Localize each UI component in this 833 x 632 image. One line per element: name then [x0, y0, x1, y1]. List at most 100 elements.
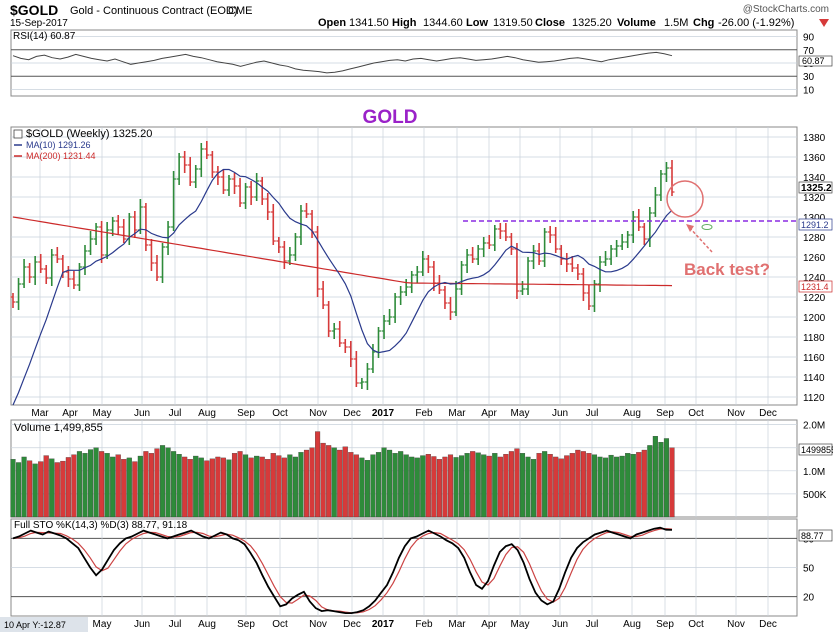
- ma10-current-value: 1291.2: [801, 220, 829, 230]
- volume-bar: [597, 456, 603, 518]
- volume-bar: [82, 453, 88, 518]
- volume-bar: [591, 454, 598, 518]
- volume-bar: [204, 460, 210, 518]
- symbol: $GOLD: [10, 2, 58, 18]
- volume-bar: [93, 447, 99, 518]
- volume-bar: [431, 456, 437, 518]
- volume-bar: [176, 454, 182, 518]
- volume-bar: [481, 454, 487, 518]
- volume-bar: [542, 451, 548, 518]
- price-bars: [10, 141, 675, 390]
- rsi-grid: [11, 36, 797, 90]
- volume-bar: [171, 451, 177, 518]
- bottom-x-tick-label: Sep: [656, 619, 674, 630]
- price-panel: $GOLD (Weekly) 1325.20 MA(10) 1291.26 MA…: [10, 107, 833, 419]
- volume-bar: [337, 449, 343, 518]
- volume-bar: [387, 449, 393, 518]
- volume-bar: [414, 457, 420, 518]
- volume-bar: [359, 457, 365, 518]
- bottom-x-axis: May Jun Jul Aug Sep Oct Nov Dec 2017 Feb Mar Apr May…: [93, 619, 777, 630]
- close-label: Close: [535, 17, 565, 29]
- bottom-x-tick-label: Apr: [481, 619, 497, 630]
- bottom-x-tick-label: Aug: [623, 619, 641, 630]
- volume-bar: [60, 460, 66, 518]
- bottom-x-tick-label: Mar: [448, 619, 466, 630]
- price-tick-label: 1300: [803, 213, 826, 224]
- price-axis: 1380 1360 1340 1320 1300 1280 1260 1240 1220 1200…: [803, 133, 826, 404]
- high-value: 1344.60: [423, 17, 463, 29]
- volume-bar: [148, 453, 154, 518]
- price-tick-label: 1200: [803, 313, 826, 324]
- volume-bar: [303, 449, 310, 518]
- stochastic-tick-label: 50: [803, 564, 815, 575]
- volume-bar: [586, 453, 592, 518]
- bottom-x-tick-label: Jun: [552, 619, 568, 630]
- price-legend-marker: [13, 129, 23, 139]
- volume-bar: [248, 457, 254, 518]
- volume-bar: [497, 456, 503, 518]
- volume-bar: [342, 446, 348, 518]
- volume-tick-label: 2.0M: [803, 421, 825, 432]
- volume-bar: [243, 454, 249, 518]
- low-value: 1319.50: [493, 17, 533, 29]
- open-value: 1341.50: [349, 17, 389, 29]
- price-tick-label: 1340: [803, 173, 826, 184]
- bottom-x-tick-label: Nov: [309, 619, 327, 630]
- crosshair-readout: 10 Apr Y:-12.87: [4, 620, 66, 630]
- volume-bar: [619, 455, 625, 518]
- open-label: Open: [318, 17, 346, 29]
- volume-bar: [65, 457, 71, 518]
- price-x-tick-label: Aug: [623, 408, 641, 419]
- volume-bar: [165, 447, 171, 518]
- rsi-tick-label: 90: [803, 33, 815, 44]
- bottom-x-tick-label: May: [511, 619, 530, 630]
- volume-bar: [536, 453, 542, 518]
- price-x-tick-label: Aug: [198, 408, 216, 419]
- chart-title: GOLD: [363, 107, 418, 128]
- volume-bar: [398, 451, 404, 518]
- stockcharts-watermark: @StockCharts.com: [743, 4, 829, 15]
- price-tick-label: 1320: [803, 193, 826, 204]
- volume-bar: [270, 453, 276, 518]
- price-x-axis: Mar Apr May Jun Jul Aug Sep Oct Nov Dec 2017 Feb Mar…: [31, 408, 777, 419]
- price-tick-label: 1360: [803, 153, 826, 164]
- price-x-tick-label: Jun: [134, 408, 150, 419]
- volume-bar: [641, 449, 647, 518]
- volume-bar: [409, 456, 415, 518]
- volume-bar: [32, 463, 38, 518]
- volume-bar: [237, 451, 243, 518]
- volume-bar: [209, 458, 215, 518]
- volume-bar: [569, 453, 575, 518]
- bottom-x-tick-label: Feb: [415, 619, 433, 630]
- bottom-x-tick-label: Jul: [586, 619, 599, 630]
- price-current-tag: [798, 181, 833, 194]
- volume-bar: [15, 462, 22, 518]
- exchange: CME: [228, 5, 252, 17]
- volume-bar: [575, 449, 581, 518]
- volume-bar: [403, 454, 409, 518]
- volume-bar: [132, 461, 138, 518]
- price-tick-label: 1180: [803, 333, 825, 344]
- volume-bar: [315, 431, 321, 518]
- volume-bar: [182, 456, 188, 518]
- volume-bar: [159, 445, 166, 518]
- rsi-panel: RSI(14) 60.87 9070503010 60.87: [10, 29, 833, 97]
- low-label: Low: [466, 17, 488, 29]
- ma10-legend-text: MA(10) 1291.26: [26, 140, 91, 150]
- volume-bar: [602, 457, 609, 518]
- volume-bar: [486, 455, 492, 518]
- volume-bar: [608, 454, 614, 518]
- rsi-label: RSI(14) 60.87: [13, 31, 76, 42]
- volume-bar: [625, 453, 631, 518]
- volume-bar: [519, 453, 526, 518]
- volume-bar: [193, 455, 199, 518]
- volume-bar: [281, 457, 287, 518]
- bottom-x-tick-label: Dec: [759, 619, 777, 630]
- volume-bar: [87, 449, 94, 518]
- price-x-tick-label: Apr: [62, 408, 78, 419]
- volume-bars: [10, 431, 675, 518]
- volume-bar: [265, 459, 271, 518]
- volume-label: Volume: [617, 17, 656, 29]
- volume-value: 1.5M: [664, 17, 688, 29]
